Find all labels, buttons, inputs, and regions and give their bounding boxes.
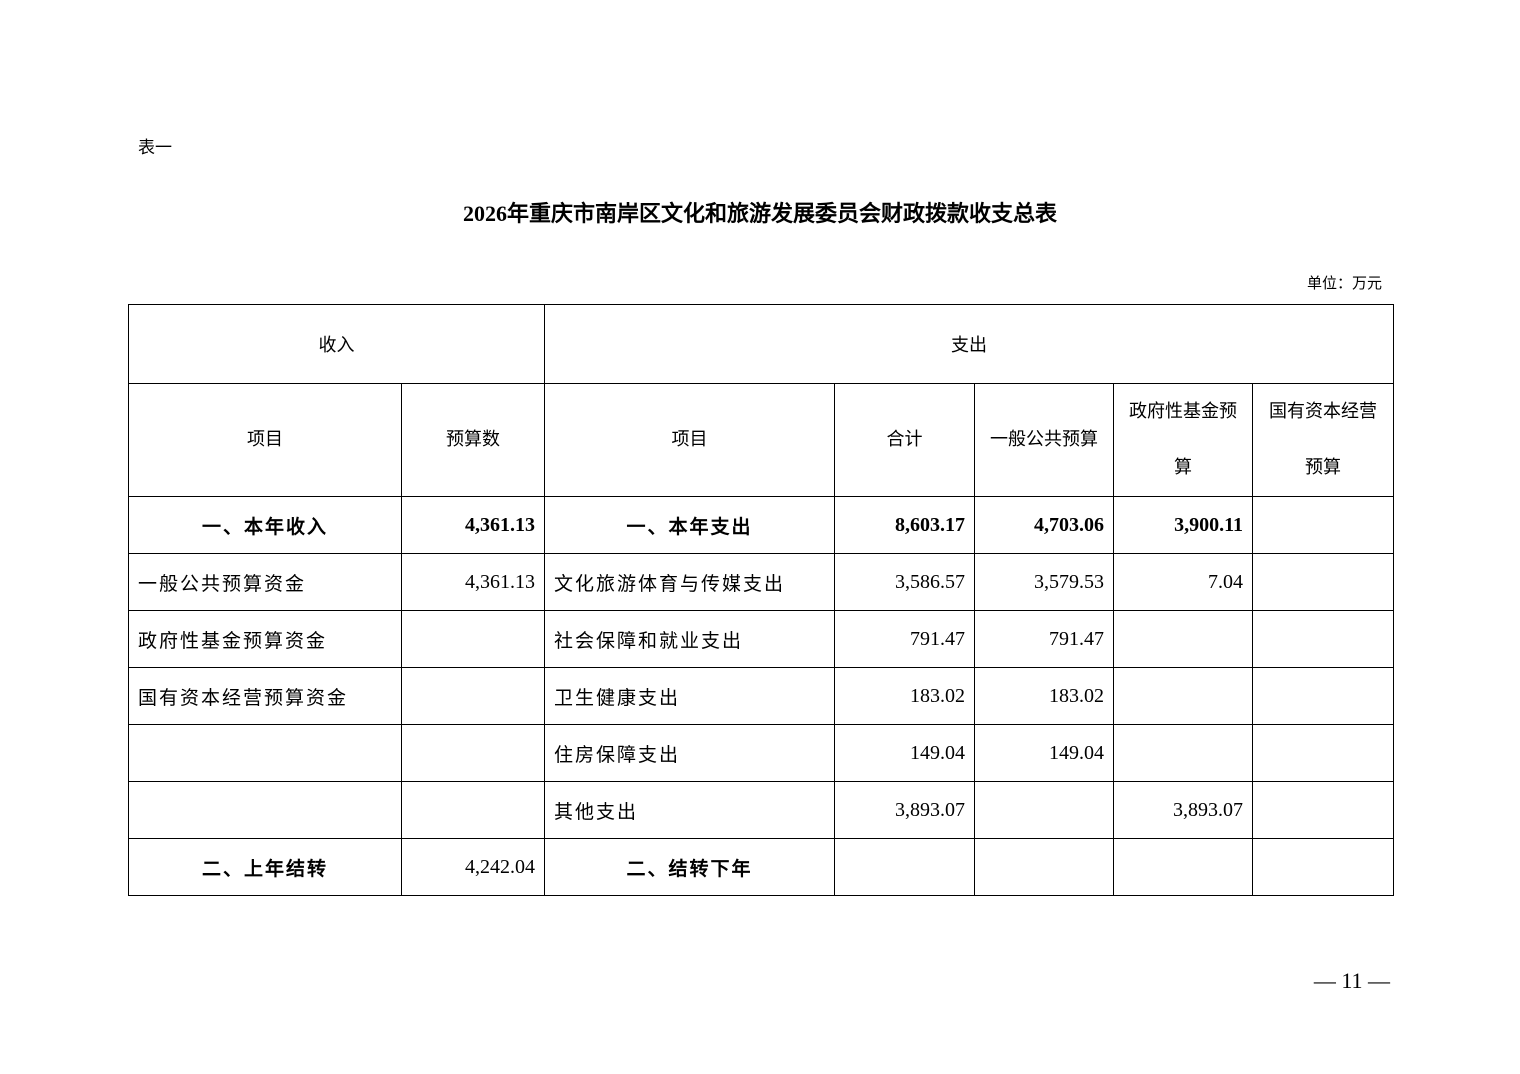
page-title: 2026年重庆市南岸区文化和旅游发展委员会财政拨款收支总表 <box>462 201 1057 226</box>
budget-table: 收入 支出 项目 预算数 项目 合计 一般公共预算 政府性基金预算 国有资本经营… <box>128 304 1394 896</box>
table-cell: 3,586.57 <box>834 553 975 611</box>
table-cell <box>401 667 545 725</box>
table-cell <box>974 781 1114 839</box>
table-cell: 国有资本经营预算资金 <box>128 667 402 725</box>
table-cell: 149.04 <box>974 724 1114 782</box>
table-cell: 3,579.53 <box>974 553 1114 611</box>
table-cell: 一、本年收入 <box>128 496 402 554</box>
page-number: — 11 — <box>1313 968 1390 993</box>
table-cell <box>401 724 545 782</box>
table-cell: 一、本年支出 <box>544 496 835 554</box>
table-cell <box>128 781 402 839</box>
table-row: 政府性基金预算资金 社会保障和就业支出 791.47 791.47 <box>128 610 1394 668</box>
table-cell <box>128 724 402 782</box>
table-cell <box>401 610 545 668</box>
unit-label: 单位：万元 <box>1306 274 1382 292</box>
table-cell <box>1252 553 1394 611</box>
table-cell <box>1252 838 1394 896</box>
table-cell: 3,893.07 <box>834 781 975 839</box>
table-cell: 7.04 <box>1113 553 1253 611</box>
table-cell: 8,603.17 <box>834 496 975 554</box>
table-row: 住房保障支出 149.04 149.04 <box>128 724 1394 782</box>
table-cell: 791.47 <box>834 610 975 668</box>
table-cell <box>1252 496 1394 554</box>
col-header: 预算数 <box>401 383 545 497</box>
table-cell <box>1252 724 1394 782</box>
table-row: 一、本年收入 4,361.13 一、本年支出 8,603.17 4,703.06 3,90… <box>128 496 1394 554</box>
table-cell: 4,361.13 <box>401 496 545 554</box>
table-cell <box>1252 781 1394 839</box>
table-cell <box>1113 667 1253 725</box>
table-cell: 149.04 <box>834 724 975 782</box>
table-cell: 183.02 <box>834 667 975 725</box>
table-cell: 住房保障支出 <box>544 724 835 782</box>
table-cell <box>1252 610 1394 668</box>
table-row: 二、上年结转 4,242.04 二、结转下年 <box>128 838 1394 896</box>
table-cell: 二、上年结转 <box>128 838 402 896</box>
table-cell <box>1113 724 1253 782</box>
col-header: 一般公共预算 <box>974 383 1114 497</box>
col-header: 政府性基金预算 <box>1113 383 1253 497</box>
col-header: 项目 <box>128 383 402 497</box>
table-cell: 一般公共预算资金 <box>128 553 402 611</box>
table-cell: 791.47 <box>974 610 1114 668</box>
table-cell: 4,242.04 <box>401 838 545 896</box>
col-header: 合计 <box>834 383 975 497</box>
table-cell <box>974 838 1114 896</box>
table-cell: 其他支出 <box>544 781 835 839</box>
income-header: 收入 <box>128 304 545 384</box>
table-cell: 卫生健康支出 <box>544 667 835 725</box>
table-cell: 4,703.06 <box>974 496 1114 554</box>
table-row: 国有资本经营预算资金 卫生健康支出 183.02 183.02 <box>128 667 1394 725</box>
table-cell: 文化旅游体育与传媒支出 <box>544 553 835 611</box>
table-cell <box>401 781 545 839</box>
table-cell: 政府性基金预算资金 <box>128 610 402 668</box>
table-cell <box>1113 610 1253 668</box>
table-cell <box>834 838 975 896</box>
table-cell: 社会保障和就业支出 <box>544 610 835 668</box>
table-cell: 3,893.07 <box>1113 781 1253 839</box>
col-header: 项目 <box>544 383 835 497</box>
col-header: 国有资本经营预算 <box>1252 383 1394 497</box>
table-cell: 3,900.11 <box>1113 496 1253 554</box>
table-cell: 183.02 <box>974 667 1114 725</box>
table-cell: 4,361.13 <box>401 553 545 611</box>
table-cell <box>1252 667 1394 725</box>
table-row: 其他支出 3,893.07 3,893.07 <box>128 781 1394 839</box>
table-row: 一般公共预算资金 4,361.13 文化旅游体育与传媒支出 3,586.57 3,579… <box>128 553 1394 611</box>
table-cell <box>1113 838 1253 896</box>
expense-header: 支出 <box>544 304 1394 384</box>
table-cell: 二、结转下年 <box>544 838 835 896</box>
table-label: 表一 <box>138 138 172 158</box>
